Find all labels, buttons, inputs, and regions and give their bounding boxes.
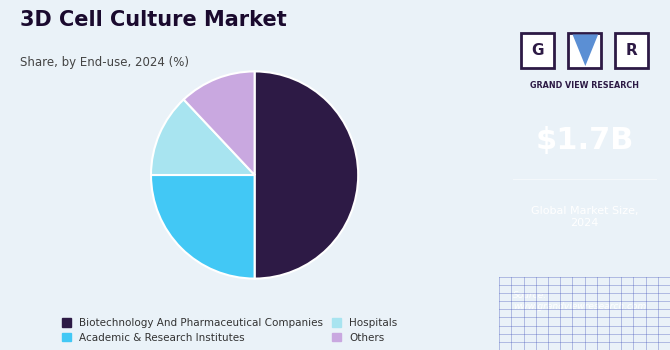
Text: R: R: [625, 43, 637, 58]
Wedge shape: [255, 71, 358, 279]
Text: $1.7B: $1.7B: [535, 126, 634, 154]
Wedge shape: [151, 175, 255, 279]
Text: Share, by End-use, 2024 (%): Share, by End-use, 2024 (%): [20, 56, 189, 69]
Text: G: G: [531, 43, 544, 58]
Legend: Biotechnology And Pharmaceutical Companies, Academic & Research Institutes, Hosp: Biotechnology And Pharmaceutical Compani…: [60, 316, 400, 345]
Text: GRAND VIEW RESEARCH: GRAND VIEW RESEARCH: [530, 81, 639, 90]
Wedge shape: [184, 71, 255, 175]
Bar: [615, 33, 648, 68]
Text: Global Market Size,
2024: Global Market Size, 2024: [531, 206, 639, 228]
Bar: [521, 33, 554, 68]
Text: Source:
www.grandviewresearch.com: Source: www.grandviewresearch.com: [513, 291, 646, 311]
Wedge shape: [151, 99, 255, 175]
Bar: [568, 33, 601, 68]
Text: 3D Cell Culture Market: 3D Cell Culture Market: [20, 10, 287, 30]
Polygon shape: [572, 34, 598, 66]
